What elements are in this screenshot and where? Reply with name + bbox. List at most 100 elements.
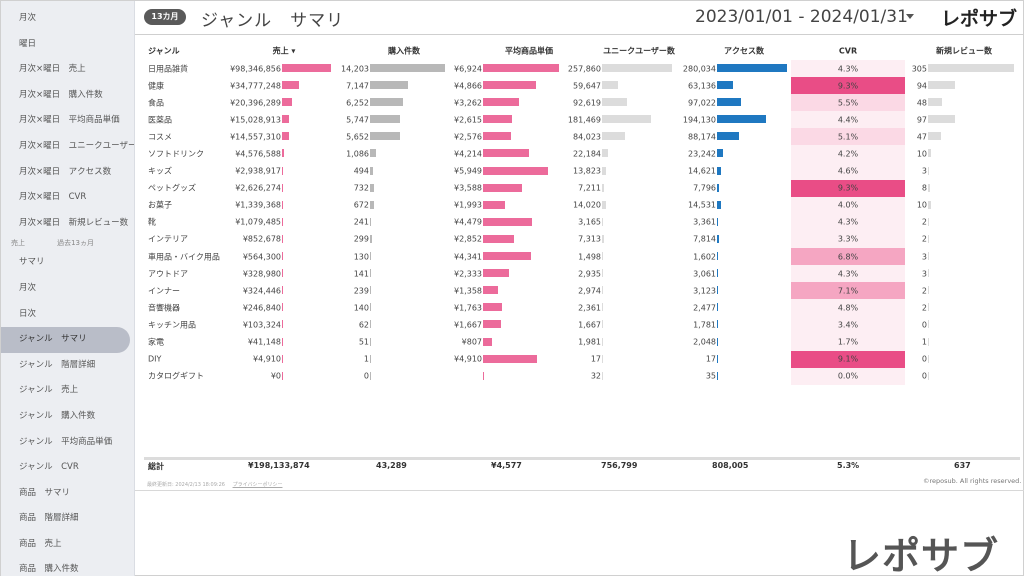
sidebar-item[interactable]: ジャンル 売上 — [19, 385, 79, 396]
access-value: 14,621 — [688, 166, 716, 176]
table-row[interactable]: インテリア ¥852,678 299 ¥2,852 7,313 7,814 2 3.3% — [144, 230, 1020, 249]
column-header[interactable]: 売上 ▾ — [272, 46, 296, 55]
table-row[interactable]: ソフトドリンク ¥4,576,588 1,086 ¥4,214 22,184 23,242… — [144, 145, 1020, 163]
users-value: 22,184 — [573, 149, 601, 159]
reviews-bar — [928, 337, 929, 346]
table-row[interactable]: キッチン用品 ¥103,324 62 ¥1,667 1,667 1,781 0 3.4% — [144, 316, 1020, 334]
sales-value: ¥564,300 — [242, 252, 281, 262]
sidebar-item[interactable]: 月次×曜日 CVR — [19, 192, 87, 203]
sidebar-item[interactable]: 月次×曜日 購入件数 — [19, 89, 103, 100]
users-value: 7,211 — [578, 183, 601, 193]
table-row[interactable]: カタログギフト ¥0 0 32 35 0 0.0% — [144, 367, 1020, 385]
column-header[interactable]: ジャンル — [148, 46, 180, 55]
table-row[interactable]: 音響機器 ¥246,840 140 ¥1,763 2,361 2,477 2 4.8% — [144, 299, 1020, 317]
privacy-policy-link[interactable]: プライバシーポリシー — [232, 482, 283, 488]
sidebar-item[interactable]: 商品 階層詳細 — [19, 513, 79, 524]
access-bar — [717, 64, 787, 72]
table-row[interactable]: DIY ¥4,910 1 ¥4,910 17 17 0 9.1% — [144, 350, 1020, 368]
table-row[interactable]: キッズ ¥2,938,917 494 ¥5,949 13,823 14,621 3 4.6% — [144, 162, 1020, 180]
reviews-value: 94 — [916, 81, 927, 91]
orders-bar — [370, 354, 371, 363]
column-header[interactable]: 平均商品単価 — [505, 46, 553, 55]
column-header[interactable]: CVR — [838, 46, 858, 55]
sidebar-item[interactable]: 月次×曜日 新規レビュー数 — [19, 217, 129, 228]
sales-bar — [282, 303, 283, 312]
period-badge[interactable]: 13カ月 — [144, 9, 186, 25]
avg_price-bar — [483, 320, 502, 329]
column-header[interactable]: ユニークユーザー数 — [603, 46, 675, 55]
sales-bar — [282, 337, 283, 346]
orders-value: 299 — [353, 234, 369, 244]
orders-value: 241 — [353, 217, 369, 227]
table-row[interactable]: 食品 ¥20,396,289 6,252 ¥3,262 92,619 97,022 48 5.… — [144, 94, 1020, 112]
reviews-value: 3 — [921, 166, 927, 176]
sales-bar — [282, 115, 290, 124]
date-range-picker[interactable]: 2023/01/01 - 2024/01/31 — [695, 7, 908, 27]
column-header[interactable]: アクセス数 — [724, 46, 764, 55]
table-row[interactable]: インナー ¥324,446 239 ¥1,358 2,974 3,123 2 7.1% — [144, 282, 1020, 300]
users-value: 14,020 — [573, 200, 601, 210]
sales-bar — [282, 81, 300, 90]
sidebar-item[interactable]: ジャンル CVR — [19, 462, 79, 473]
avg_price-bar — [483, 371, 484, 380]
table-row[interactable]: 家電 ¥41,148 51 ¥807 1,981 2,048 1 1.7% — [144, 333, 1020, 351]
reviews-value: 2 — [921, 286, 927, 296]
sidebar-item[interactable]: 月次×曜日 平均商品単価 — [19, 115, 120, 126]
reviews-value: 97 — [916, 115, 927, 125]
table-row[interactable]: お菓子 ¥1,339,368 672 ¥1,993 14,020 14,531 10 4.0% — [144, 196, 1020, 214]
access-value: 194,130 — [682, 115, 716, 125]
genre-name: 健康 — [148, 81, 164, 91]
cvr-cell: 4.3% — [791, 265, 905, 283]
table-row[interactable]: 医薬品 ¥15,028,913 5,747 ¥2,615 181,469 194,130 9… — [144, 111, 1020, 129]
reviews-bar — [928, 81, 955, 90]
users-value: 92,619 — [573, 98, 601, 108]
access-bar — [717, 286, 718, 295]
sidebar-item[interactable]: 月次×曜日 売上 — [19, 64, 86, 75]
sidebar-item[interactable]: 商品 購入件数 — [19, 564, 79, 575]
sidebar-item[interactable]: ジャンル 平均商品単価 — [19, 436, 113, 447]
cvr-cell: 3.3% — [791, 230, 905, 249]
reviews-bar — [928, 200, 931, 209]
chevron-down-icon[interactable] — [906, 14, 914, 19]
table-row[interactable]: 靴 ¥1,079,485 241 ¥4,479 3,165 3,361 2 4.3% — [144, 213, 1020, 231]
avg_price-value: ¥3,262 — [454, 98, 482, 108]
reviews-value: 3 — [921, 269, 927, 279]
sidebar-item[interactable]: 商品 サマリ — [19, 487, 71, 498]
avg_price-value: ¥1,358 — [454, 286, 482, 296]
sidebar-item[interactable]: ジャンル 階層詳細 — [19, 359, 96, 370]
table-row[interactable]: ペットグッズ ¥2,626,274 732 ¥3,588 7,211 7,796 8 9.3% — [144, 179, 1020, 197]
table-row[interactable]: 車用品・バイク用品 ¥564,300 130 ¥4,341 1,498 1,602 3 6.8… — [144, 248, 1020, 266]
sidebar-item[interactable]: 商品 売上 — [19, 538, 62, 549]
table-row[interactable]: 健康 ¥34,777,248 7,147 ¥4,866 59,647 63,136 94 9.… — [144, 77, 1020, 95]
sidebar-item[interactable]: 曜日 — [19, 38, 37, 49]
table-row[interactable]: コスメ ¥14,557,310 5,652 ¥2,576 84,023 88,174 47 5… — [144, 128, 1020, 146]
avg_price-value: ¥2,615 — [454, 115, 482, 125]
table-header-row: ジャンル 売上 ▾ 購入件数 平均商品単価 ユニークユーザー数 アクセス数 CVR 新規レビュ… — [144, 41, 1020, 60]
sidebar-item[interactable]: サマリ — [19, 257, 45, 268]
sidebar-item[interactable]: 月次×曜日 ユニークユーザー数 — [19, 140, 134, 151]
sidebar-item[interactable]: 月次 — [19, 13, 37, 23]
table-row[interactable]: 日用品雑貨 ¥98,346,856 14,203 ¥6,924 257,860 280,0… — [144, 60, 1020, 78]
sidebar-item[interactable]: 日次 — [19, 308, 37, 319]
users-value: 1,498 — [578, 252, 601, 262]
table-row[interactable]: アウトドア ¥328,980 141 ¥2,333 2,935 3,061 3 4.3% — [144, 265, 1020, 283]
users-value: 1,981 — [578, 337, 601, 347]
cvr-value: 5.1% — [837, 132, 859, 142]
sidebar-group-sub: 過去13ヵ月 — [57, 239, 94, 248]
cvr-cell: 9.3% — [791, 179, 905, 197]
orders-bar — [370, 252, 371, 261]
cvr-value: 1.7% — [837, 337, 859, 347]
column-header[interactable]: 新規レビュー数 — [936, 46, 992, 55]
reviews-value: 1 — [921, 337, 927, 347]
column-header[interactable]: 購入件数 — [388, 46, 420, 55]
cvr-cell: 0.0% — [791, 367, 905, 385]
reviews-bar — [928, 303, 929, 312]
orders-bar — [370, 337, 371, 346]
sales-value: ¥2,938,917 — [235, 166, 281, 176]
avg_price-value: ¥1,667 — [454, 320, 482, 330]
reviews-value: 3 — [921, 252, 927, 262]
sidebar-item[interactable]: ジャンル 購入件数 — [19, 410, 96, 421]
sidebar-item[interactable]: 月次 — [19, 282, 37, 293]
sidebar-item[interactable]: 月次×曜日 アクセス数 — [19, 166, 112, 177]
sidebar-item[interactable]: ジャンル サマリ — [1, 327, 130, 353]
